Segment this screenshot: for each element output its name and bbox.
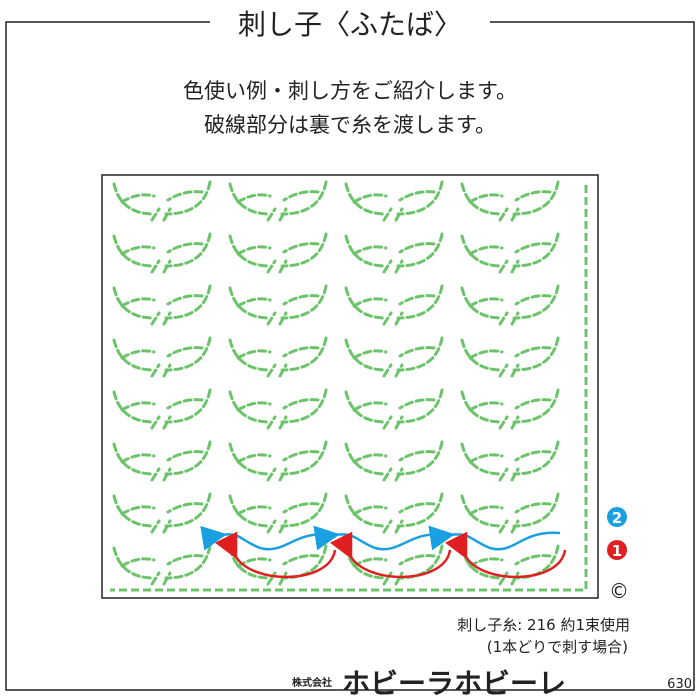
marker-circle [607,540,627,560]
motif [460,544,560,586]
motif [112,492,212,534]
motif [460,284,560,326]
pattern-box [101,174,599,599]
motif [228,284,328,326]
motif [460,180,560,222]
motif [228,180,328,222]
page-number: 630 [667,677,692,692]
motif [344,440,444,482]
motif [344,284,444,326]
motif [228,492,328,534]
motif [460,388,560,430]
pattern [110,180,588,592]
motif [460,440,560,482]
marker: 1 [612,542,622,560]
motif [460,492,560,534]
intro-line: 色使い例・刺し方をご紹介します。 [183,79,517,103]
company-prefix: 株式会社 [292,676,332,689]
motif [112,180,212,222]
motif [344,232,444,274]
intro-line: 破線部分は裏で糸を渡します。 [204,113,496,137]
motif [112,284,212,326]
note: 刺し子糸: 216 約1束使用 [457,616,630,634]
frame [5,21,695,691]
motif [112,232,212,274]
company: ホビーラホビーレ [342,667,566,700]
motif [344,492,444,534]
note: (1本どりで刺す場合) [487,638,628,656]
motif [112,544,212,586]
arrows [200,525,567,579]
motif [460,336,560,378]
motif [460,232,560,274]
motif [228,336,328,378]
title: 刺し子〈ふたば〉 [238,8,462,41]
motif [112,336,212,378]
motif [344,336,444,378]
copyright: © [609,579,629,603]
border-stitch [110,185,588,592]
motif [344,180,444,222]
marker: 2 [612,509,622,527]
motif [112,388,212,430]
motif [112,440,212,482]
motif [344,388,444,430]
motif [228,388,328,430]
marker-circle [607,507,627,527]
motif [228,440,328,482]
motif [228,232,328,274]
